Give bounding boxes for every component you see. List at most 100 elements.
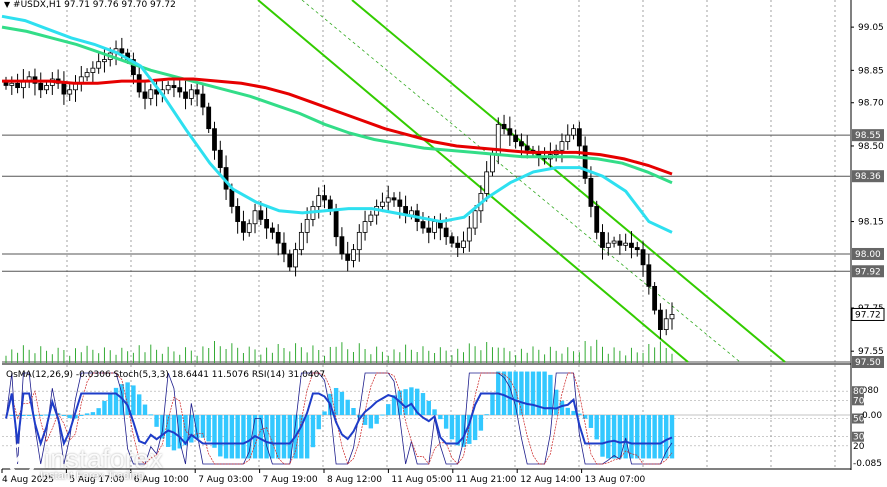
osma-bar <box>530 371 536 415</box>
time-tick-label: 4 Aug 2025 <box>2 475 54 485</box>
osma-bar <box>629 415 634 459</box>
osma-bar <box>44 414 49 416</box>
osma-bar <box>299 415 304 459</box>
ema-green-line <box>1 25 673 185</box>
osma-bar <box>212 415 217 448</box>
oscillator-panel <box>2 371 850 465</box>
candle-body <box>229 188 235 207</box>
osma-bar <box>548 374 553 415</box>
osma-bar <box>287 415 292 459</box>
price-level-tag <box>852 170 884 183</box>
osma-bar <box>409 387 414 415</box>
osma-bar <box>467 415 472 444</box>
osma-bar <box>553 389 559 415</box>
oscillator-header-text: OsMA(12,26,9) -0.0306 Stoch(5,3,3) 18.64… <box>6 370 326 380</box>
osma-bar <box>490 392 495 415</box>
candle-body <box>206 106 212 130</box>
time-axis: 4 Aug 2025 5 Aug 17:00 6 Aug 10:00 7 Aug 03… <box>1 469 646 485</box>
candle-body <box>490 154 495 173</box>
osma-bar <box>32 415 38 416</box>
osc-level-tag <box>852 431 864 442</box>
osma-bar <box>513 371 518 415</box>
candle-body <box>316 195 322 207</box>
candle-body <box>391 197 397 201</box>
osma-bar <box>154 415 159 427</box>
candle-body <box>304 219 310 233</box>
time-tick-label: 7 Aug 19:00 <box>263 475 318 485</box>
price-level-label: 97.50 <box>855 358 881 368</box>
watermark-brand: instaforex <box>44 443 164 474</box>
osma-bar <box>200 415 206 438</box>
osma-bar <box>189 415 194 443</box>
osma-bar <box>357 415 362 418</box>
osma-bar <box>177 415 182 449</box>
osc-tick-label: 20 <box>853 442 865 452</box>
candle-body <box>466 227 472 242</box>
ema-red-line <box>2 77 673 176</box>
candle-body <box>38 82 44 91</box>
chart-header: ▼ #USDX,H1 97.71 97.76 97.70 97.72 <box>4 0 176 10</box>
candle-body <box>194 89 200 95</box>
candle-body <box>246 223 252 233</box>
osma-bar <box>652 415 657 459</box>
candle-body <box>165 85 171 91</box>
stoch-main-line <box>5 372 673 465</box>
candle-body <box>663 318 669 330</box>
candle-body <box>212 128 217 151</box>
osma-bar <box>96 408 101 415</box>
candle-body <box>339 236 345 255</box>
watermark: instaforex <box>6 443 163 475</box>
osc-level-label: 70 <box>853 396 865 406</box>
trend-channel-line <box>351 0 786 363</box>
candle-body <box>269 227 275 233</box>
time-tick-label: 6 Aug 10:00 <box>134 475 189 485</box>
osma-bar <box>420 393 426 415</box>
osc-level-label: 30 <box>853 433 865 443</box>
osma-bar <box>15 415 20 416</box>
osma-bar <box>403 389 408 415</box>
candle-body <box>322 195 327 201</box>
osma-bar <box>507 371 513 415</box>
osma-bar <box>84 413 90 415</box>
osma-bar <box>606 415 611 459</box>
osma-bar <box>519 371 524 415</box>
candle-body <box>275 231 281 244</box>
osma-bar <box>501 371 507 415</box>
candle-body <box>420 221 426 229</box>
osma-bar <box>148 414 153 416</box>
osma-bar <box>455 415 460 446</box>
osma-bar <box>125 382 130 415</box>
time-tick-label: 8 Aug 12:00 <box>327 475 382 485</box>
osma-bar <box>640 415 646 459</box>
osc-tick-label: 0.080 <box>853 386 879 396</box>
price-level-tag <box>852 129 884 142</box>
candle-body <box>565 134 571 143</box>
osma-bar <box>322 411 327 415</box>
candle-body <box>524 145 530 151</box>
price-level-tag <box>852 356 884 368</box>
osma-bar <box>316 415 321 430</box>
candle-body <box>136 74 142 93</box>
price-level-label: 98.00 <box>855 250 881 260</box>
osma-bar <box>617 415 623 459</box>
triangle-down-icon[interactable]: ▼ <box>4 0 11 9</box>
candle-body <box>177 87 183 93</box>
osma-bar <box>600 415 605 457</box>
osma-bar <box>426 400 431 415</box>
candle-body <box>345 253 351 261</box>
osma-bar <box>137 394 142 415</box>
osma-bar <box>113 387 119 415</box>
osma-bar <box>229 415 235 459</box>
osma-bar <box>461 415 466 447</box>
osma-bar <box>368 415 374 429</box>
candle-body <box>669 314 675 320</box>
candle-body <box>380 201 385 207</box>
current-price-label: 97.72 <box>855 310 881 320</box>
price-tick-label: 98.85 <box>858 66 884 76</box>
osma-bar <box>264 415 269 459</box>
osma-bar <box>235 415 240 459</box>
osma-bar <box>21 415 26 416</box>
osma-bar <box>79 415 84 416</box>
osc-zero-label: 0.00 <box>862 411 882 421</box>
